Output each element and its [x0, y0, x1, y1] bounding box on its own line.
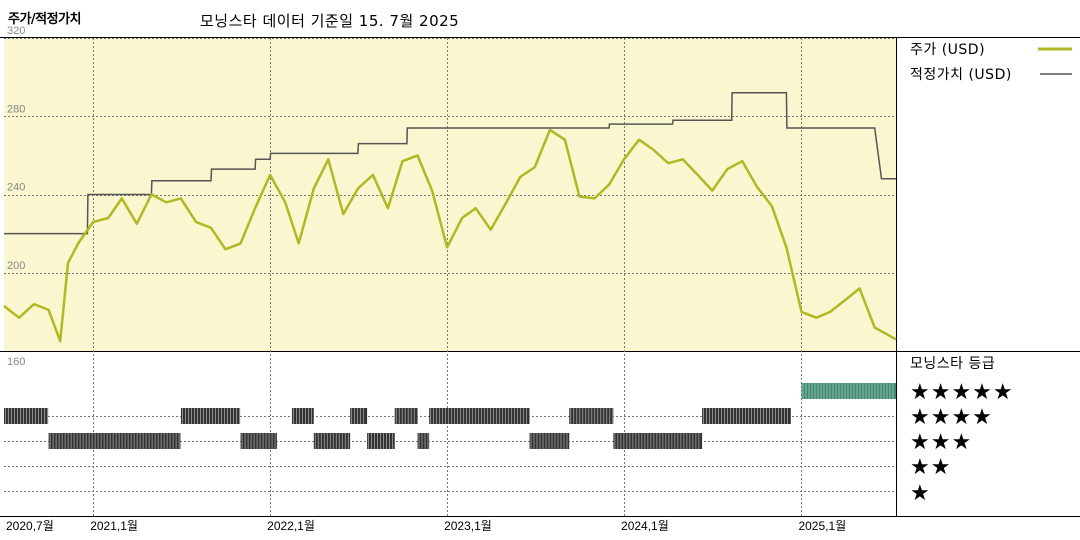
- x-tick-label: 2023,1월: [444, 519, 492, 533]
- rating-segment: [180, 408, 241, 424]
- rating-bar: [291, 408, 314, 424]
- y-tick-label: 200: [7, 260, 25, 272]
- rating-bar: [350, 408, 368, 424]
- data-date-subtitle: 모닝스타 데이터 기준일 15. 7월 2025: [200, 12, 460, 30]
- price-line: [3, 128, 897, 343]
- rating-segment: [417, 433, 430, 449]
- x-tick-label: 2025,1월: [798, 519, 846, 533]
- rating-segment: [801, 383, 896, 399]
- rating-segment: [367, 433, 395, 449]
- rating-1-star: ★: [910, 481, 931, 506]
- x-tick-label: 2021,1월: [90, 519, 138, 533]
- rating-bar: [569, 408, 614, 424]
- chart-title: 주가/적정가치: [8, 12, 82, 27]
- rating-bar: [417, 433, 430, 449]
- x-axis-ticks: 2020,7월 2021,1월 2022,1월 2023,1월 2024,1월 2025,…: [6, 519, 846, 533]
- rating-segment: [48, 433, 181, 449]
- rating-segment: [569, 408, 614, 424]
- x-tick-label: 2024,1월: [621, 519, 669, 533]
- y-tick-label: 240: [7, 182, 25, 194]
- rating-segment: [702, 408, 791, 424]
- legend-price-label: 주가 (USD): [910, 42, 985, 58]
- legend-fair-value-label: 적정가치 (USD): [910, 67, 1012, 83]
- rating-bar: [313, 433, 351, 449]
- rating-segment: [313, 433, 351, 449]
- series-lines: [3, 92, 897, 343]
- rating-2-stars: ★★: [910, 455, 951, 480]
- rating-segment: [529, 433, 570, 449]
- y-tick-label: 320: [7, 25, 25, 37]
- rating-3-stars: ★★★: [910, 430, 972, 455]
- rating-5-stars: ★★★★★: [910, 380, 1014, 405]
- rating-bar: [180, 408, 241, 424]
- y-tick-label: 280: [7, 103, 25, 115]
- rating-segment: [429, 408, 530, 424]
- x-tick-label: 2020,7월: [6, 519, 54, 533]
- rating-segment: [613, 433, 703, 449]
- rating-bar: [801, 383, 896, 399]
- rating-bar: [4, 408, 49, 424]
- rating-legend-title: 모닝스타 등급: [910, 356, 995, 372]
- rating-4-stars: ★★★★: [910, 405, 993, 430]
- rating-segment: [240, 433, 277, 449]
- rating-history: [4, 383, 896, 449]
- y-axis-ticks: 160 200 240 280 320: [7, 25, 25, 368]
- rating-bar: [429, 408, 530, 424]
- rating-bar: [240, 433, 277, 449]
- x-tick-label: 2022,1월: [267, 519, 315, 533]
- rating-segment: [394, 408, 418, 424]
- fair-value-line: [4, 92, 896, 235]
- rating-segment: [350, 408, 368, 424]
- rating-bar: [48, 433, 181, 449]
- rating-segment: [4, 408, 49, 424]
- y-tick-label: 160: [7, 356, 25, 368]
- rating-segment: [291, 408, 314, 424]
- rating-bar: [394, 408, 418, 424]
